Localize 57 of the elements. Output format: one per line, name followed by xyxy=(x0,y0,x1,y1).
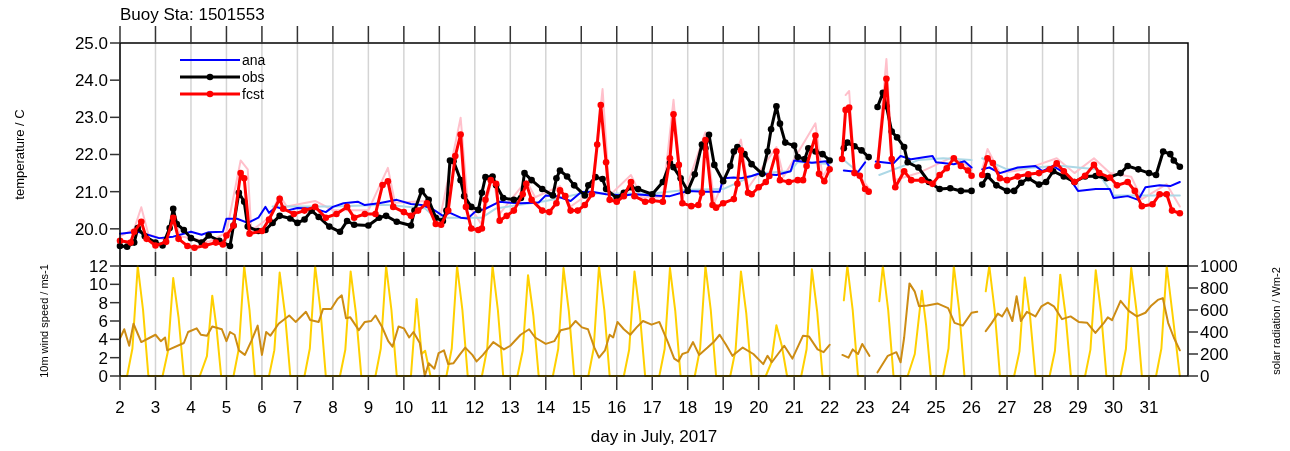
y-tick-label: 2 xyxy=(98,348,108,368)
x-tick-label: 11 xyxy=(430,398,449,417)
x-tick-label: 9 xyxy=(363,398,374,417)
y-tick-label: 0 xyxy=(98,366,108,386)
y-tick-label: 4 xyxy=(98,330,108,350)
y-tick-label: 22.0 xyxy=(74,145,108,165)
x-tick-label: 25 xyxy=(926,398,946,417)
y-tick-label: 25.0 xyxy=(74,33,108,53)
y2-axis-title: solar radiation / Wm-2 xyxy=(1270,267,1282,375)
x-tick-label: 4 xyxy=(186,398,196,417)
x-tick-label: 16 xyxy=(607,398,627,417)
x-tick-label: 26 xyxy=(962,398,982,417)
x-tick-label: 24 xyxy=(891,398,911,417)
x-tick-label: 13 xyxy=(500,398,520,417)
x-tick-label: 6 xyxy=(257,398,267,417)
y2-tick-label: 800 xyxy=(1200,278,1229,298)
x-tick-label: 8 xyxy=(328,398,338,417)
x-axis-title: day in July, 2017 xyxy=(590,427,718,446)
x-tick-label: 29 xyxy=(1068,398,1088,417)
x-tick-label: 17 xyxy=(642,398,662,417)
x-tick-label: 7 xyxy=(292,398,303,417)
x-tick-label: 27 xyxy=(997,398,1017,417)
y2-tick-label: 200 xyxy=(1200,344,1229,364)
x-tick-label: 5 xyxy=(221,398,232,417)
x-tick-label: 21 xyxy=(784,398,804,417)
x-tick-label: 28 xyxy=(1033,398,1052,417)
x-tick-label: 20 xyxy=(749,398,769,417)
x-tick-label: 23 xyxy=(855,398,875,417)
legend-label: fcst xyxy=(242,85,264,102)
y-tick-label: 23.0 xyxy=(74,108,108,128)
x-tick-label: 19 xyxy=(713,398,733,417)
x-tick-label: 10 xyxy=(394,398,414,417)
x-tick-label: 14 xyxy=(536,398,556,417)
y2-tick-label: 1000 xyxy=(1200,256,1238,276)
y2-tick-label: 600 xyxy=(1200,300,1229,320)
y-tick-label: 20.0 xyxy=(74,219,108,239)
x-tick-label: 22 xyxy=(820,398,840,417)
x-tick-label: 3 xyxy=(150,398,161,417)
x-tick-label: 18 xyxy=(678,398,698,417)
y-tick-label: 6 xyxy=(98,311,108,331)
x-tick-label: 31 xyxy=(1139,398,1159,417)
legend-label: obs xyxy=(242,68,265,85)
y-tick-label: 21.0 xyxy=(74,182,108,202)
chart-title: Buoy Sta: 1501553 xyxy=(120,5,265,24)
y-tick-label: 12 xyxy=(89,256,108,276)
y2-tick-label: 400 xyxy=(1200,322,1229,342)
x-tick-label: 12 xyxy=(465,398,485,417)
y-axis-title: temperature / C xyxy=(12,109,27,200)
x-tick-label: 15 xyxy=(571,398,591,417)
y-tick-label: 10 xyxy=(89,275,108,295)
y-tick-label: 24.0 xyxy=(74,71,108,91)
x-tick-label: 30 xyxy=(1104,398,1123,417)
y-tick-label: 8 xyxy=(98,293,108,313)
x-tick-label: 2 xyxy=(115,398,125,417)
y2-tick-label: 0 xyxy=(1200,366,1210,386)
y-axis-title: 10m wind speed / ms-1 xyxy=(38,264,50,378)
legend-label: ana xyxy=(242,51,266,68)
